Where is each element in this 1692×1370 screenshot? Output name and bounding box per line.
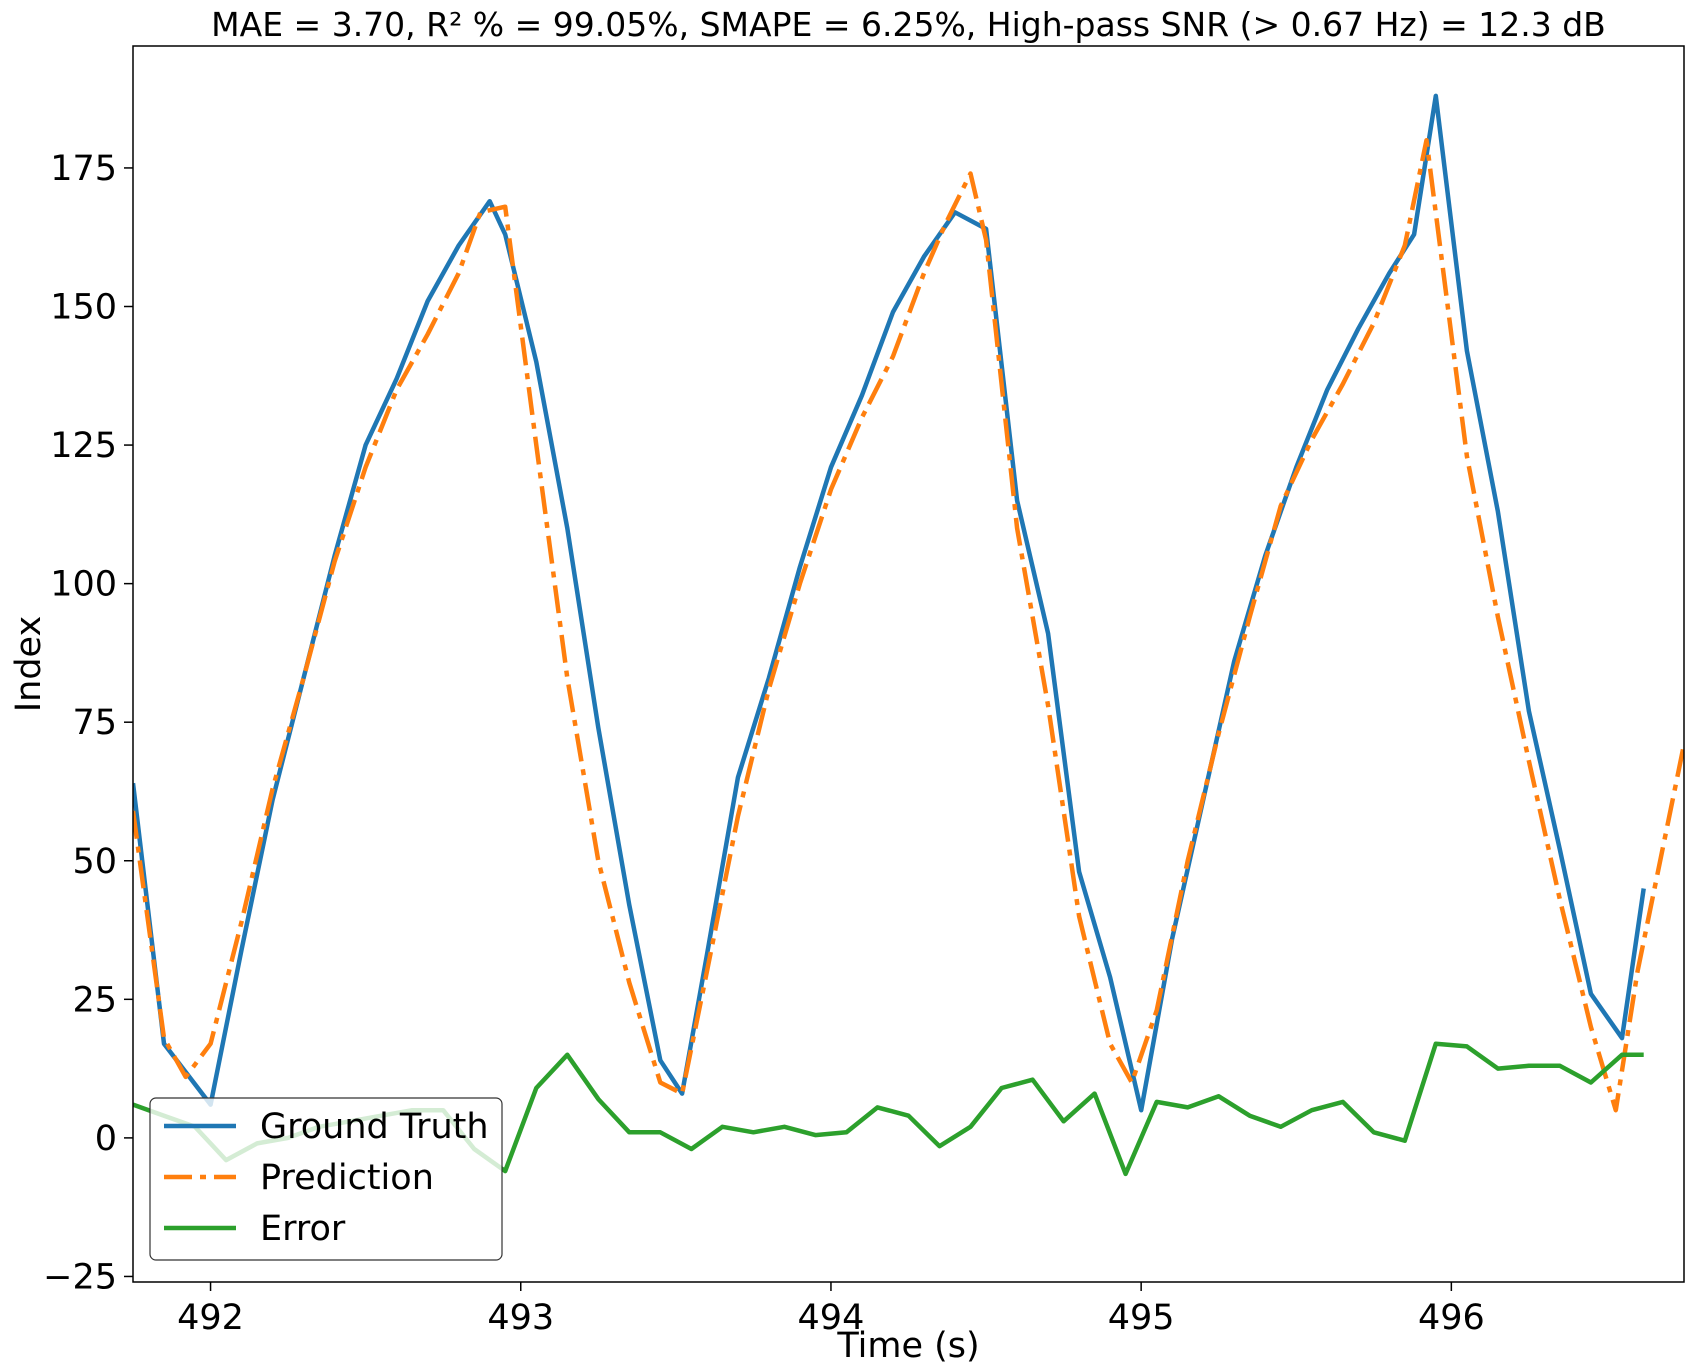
x-axis-title: Time (s) xyxy=(836,1326,979,1366)
y-axis-title: Index xyxy=(9,616,49,712)
x-tick-label: 496 xyxy=(1418,1298,1485,1338)
y-tick-label: 50 xyxy=(72,842,117,882)
y-tick-label: −25 xyxy=(43,1257,117,1297)
y-tick-label: 0 xyxy=(95,1119,117,1159)
y-tick-label: 175 xyxy=(50,149,117,189)
y-tick-label: 125 xyxy=(50,426,117,466)
legend: Ground Truth Prediction Error xyxy=(149,1097,503,1261)
legend-box xyxy=(149,1097,503,1261)
x-tick-label: 493 xyxy=(487,1298,554,1338)
y-tick-label: 25 xyxy=(72,980,117,1020)
x-tick-label: 492 xyxy=(177,1298,244,1338)
y-tick-label: 100 xyxy=(50,565,117,605)
plot-frame xyxy=(132,45,1685,1283)
legend-label-prediction: Prediction xyxy=(260,1158,434,1198)
y-tick-label: 150 xyxy=(50,288,117,328)
y-tick-label: 75 xyxy=(72,703,117,743)
axes: 492 493 494 495 496 −25 0 25 50 75 100 125 150 175 xyxy=(43,45,1685,1338)
legend-label-error: Error xyxy=(260,1209,346,1249)
legend-label-ground-truth: Ground Truth xyxy=(260,1107,489,1147)
x-tick-label: 494 xyxy=(798,1298,865,1338)
chart-title: MAE = 3.70, R² % = 99.05%, SMAPE = 6.25%… xyxy=(211,5,1606,44)
x-tick-label: 495 xyxy=(1108,1298,1175,1338)
